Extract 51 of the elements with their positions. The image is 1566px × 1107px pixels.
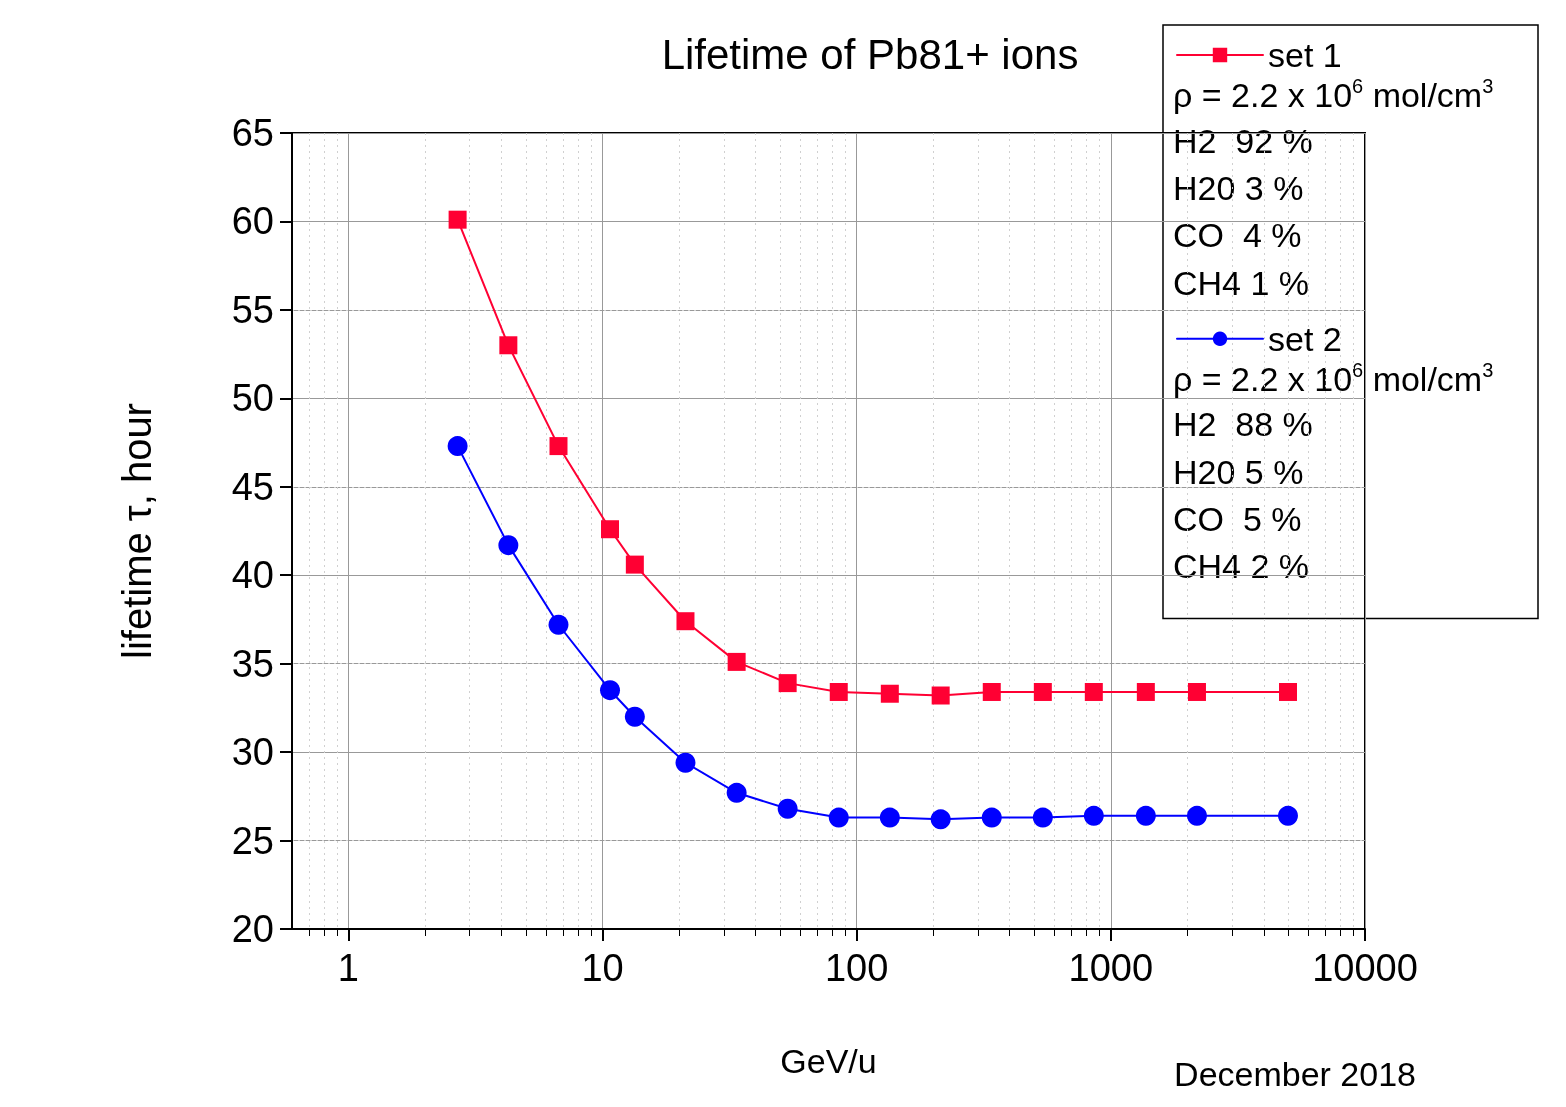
- point: [778, 674, 797, 693]
- point: [829, 682, 848, 701]
- point: [828, 807, 849, 828]
- point: [931, 686, 950, 705]
- point: [675, 752, 696, 773]
- point: [981, 807, 1002, 828]
- point: [777, 798, 798, 819]
- chart-title: Lifetime of Pb81+ ions: [661, 30, 1079, 78]
- point: [1032, 807, 1053, 828]
- x-tick-label: 1: [337, 947, 359, 989]
- x-tick-label: 100: [824, 947, 889, 989]
- x-tick-label: 10: [581, 947, 624, 989]
- point: [1136, 682, 1155, 701]
- legend-label: set 1: [1268, 36, 1342, 74]
- text: December 2018: [1174, 1055, 1416, 1093]
- y-tick-label: 35: [231, 642, 274, 685]
- point: [930, 809, 951, 830]
- point: [982, 682, 1001, 701]
- legend-label: set 2: [1268, 319, 1342, 358]
- y-tick-label: 30: [231, 731, 274, 774]
- point: [1186, 805, 1207, 826]
- annotation: CH4 1 %: [1173, 263, 1310, 302]
- annotation: H20 3 %: [1173, 168, 1304, 207]
- y-tick-label: 55: [231, 288, 274, 331]
- x-tick-label: 10000: [1312, 947, 1418, 989]
- annotation: CO 4 %: [1173, 216, 1302, 255]
- annotation: H20 5 %: [1173, 452, 1304, 491]
- point: [1187, 682, 1206, 701]
- y-tick-label: 50: [231, 377, 274, 420]
- x-axis-title: GeV/u: [780, 1042, 877, 1080]
- y-axis-title: lifetime τ, hour: [115, 403, 159, 659]
- point: [879, 807, 900, 828]
- y-tick-label: 60: [231, 200, 274, 243]
- point: [1033, 682, 1052, 701]
- point: [676, 612, 695, 631]
- x-tick-label: 1000: [1068, 947, 1154, 989]
- point: [625, 555, 644, 574]
- point: [1084, 682, 1103, 701]
- point: [1135, 805, 1156, 826]
- y-tick-label: 25: [231, 819, 274, 862]
- y-tick-label: 45: [231, 465, 274, 508]
- y-tick-label: 65: [231, 112, 274, 154]
- point: [727, 652, 746, 671]
- annotation: CO 5 %: [1173, 500, 1302, 538]
- point: [880, 684, 899, 703]
- annotation: H2 88 %: [1173, 405, 1313, 444]
- point: [1083, 805, 1104, 826]
- point: [624, 706, 645, 727]
- y-tick-label: 20: [231, 908, 274, 950]
- y-tick-label: 40: [231, 554, 274, 597]
- point: [726, 782, 747, 803]
